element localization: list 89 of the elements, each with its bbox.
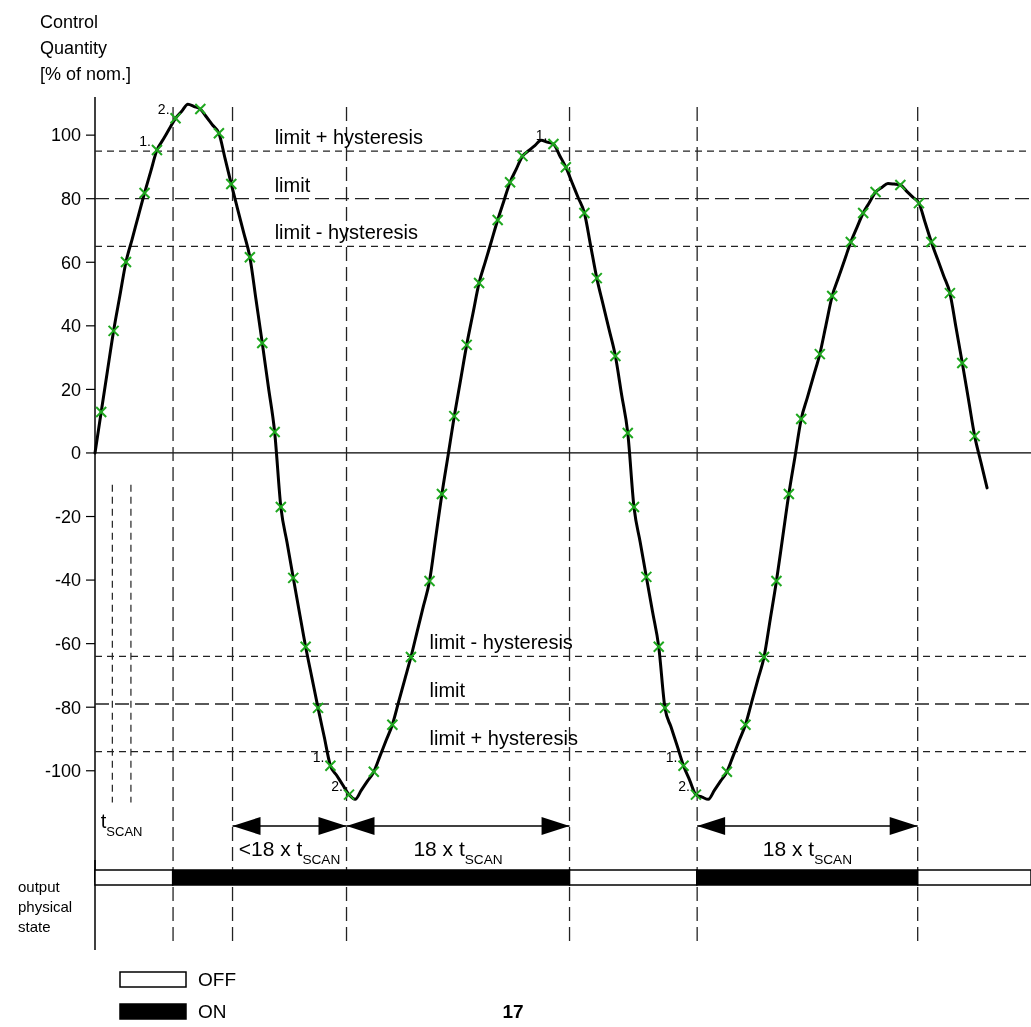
annotation: <18 x t$_{SCAN}$	[238, 837, 341, 867]
point	[844, 235, 857, 248]
annotation: 18 x t$_{SCAN}$	[413, 837, 503, 867]
legend-label: OFF	[198, 969, 236, 990]
point	[894, 179, 907, 192]
point	[758, 650, 771, 663]
annotation: 2.	[331, 777, 343, 794]
point	[268, 425, 281, 438]
annotation: 2.	[678, 777, 690, 794]
point	[367, 765, 380, 778]
point	[256, 336, 269, 349]
point	[782, 487, 795, 500]
point	[857, 207, 870, 219]
point	[460, 338, 473, 351]
y-axis-title: Control Quantity [% of nom.]	[40, 12, 132, 84]
point	[516, 150, 529, 163]
point	[194, 103, 207, 116]
point	[243, 251, 256, 264]
point	[504, 176, 517, 189]
point	[925, 235, 938, 248]
point	[274, 500, 287, 513]
point	[770, 575, 783, 588]
ref-line-label: limit	[429, 679, 466, 702]
point	[225, 178, 238, 191]
y-tick-label: -80	[54, 697, 81, 718]
annotation: 1.	[139, 133, 151, 150]
point	[312, 701, 325, 714]
point	[689, 788, 702, 801]
point	[448, 410, 461, 423]
annotation: 18 x t$_{SCAN}$	[762, 837, 853, 867]
point	[739, 718, 752, 731]
point	[138, 186, 151, 199]
point	[423, 575, 436, 588]
point	[169, 112, 182, 125]
point	[640, 570, 653, 583]
point	[795, 412, 808, 425]
ref-line-label: limit + hysteresis	[274, 126, 424, 149]
point	[912, 197, 925, 210]
y-tick-label: -60	[54, 633, 81, 654]
point	[150, 144, 163, 157]
point	[435, 487, 448, 500]
annotation: t$_{SCAN}$	[100, 809, 143, 839]
point	[299, 640, 312, 653]
y-tick-label: 0	[70, 443, 81, 464]
annotation: 2.	[157, 101, 170, 118]
y-tick-label: -20	[54, 506, 81, 527]
point	[386, 718, 399, 731]
point	[621, 426, 634, 439]
point	[578, 207, 591, 219]
point	[826, 289, 839, 302]
y-tick-label: 80	[60, 189, 81, 209]
ref-line-label: limit	[274, 173, 311, 196]
point	[627, 500, 640, 513]
y-tick-label: 60	[60, 252, 81, 273]
y-tick-label: -40	[54, 570, 81, 591]
point	[652, 640, 665, 653]
point	[590, 272, 603, 285]
point	[404, 650, 417, 663]
point	[813, 348, 826, 361]
point	[720, 765, 733, 778]
point	[869, 186, 882, 199]
point	[609, 350, 622, 363]
point	[287, 571, 300, 584]
point	[343, 788, 355, 801]
ref-line-label: limit - hysteresis	[429, 631, 573, 654]
annotation: 1.	[312, 748, 325, 765]
point	[658, 701, 671, 714]
annotation: 1.	[665, 748, 678, 765]
point	[547, 138, 560, 151]
y-tick-label: 40	[60, 316, 81, 337]
point	[473, 276, 486, 289]
ref-line-label: limit + hysteresis	[429, 726, 578, 749]
y-tick-label: 100	[50, 125, 81, 146]
point	[324, 759, 337, 772]
point	[677, 759, 690, 772]
point	[943, 287, 956, 300]
legend-label: ON	[198, 1001, 227, 1022]
point	[95, 405, 108, 418]
point	[559, 161, 572, 174]
text: 17	[502, 1001, 524, 1022]
point	[968, 430, 981, 443]
point	[491, 213, 504, 226]
point	[107, 324, 120, 337]
y-tick-label: output physical state	[18, 878, 73, 935]
y-tick-label: 20	[60, 379, 81, 400]
point	[212, 127, 225, 140]
point	[119, 255, 132, 268]
point	[956, 357, 969, 370]
y-tick-label: -100	[44, 761, 81, 782]
